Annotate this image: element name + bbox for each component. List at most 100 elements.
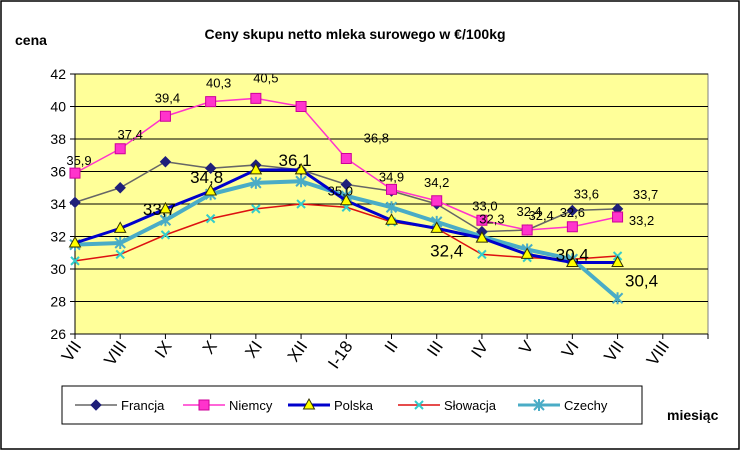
marker-triangle [430, 221, 444, 233]
data-label: 30,4 [625, 271, 658, 290]
legend-item-francja: Francja [75, 398, 165, 413]
marker-square [69, 167, 81, 179]
data-label: 35,0 [328, 183, 353, 198]
marker-diamond [340, 178, 352, 191]
marker-triangle [294, 162, 308, 175]
marker-square [250, 92, 262, 104]
data-label: 32,3 [479, 212, 504, 227]
marker-square [386, 183, 397, 195]
data-label: 39,4 [155, 90, 180, 105]
marker-square [159, 110, 171, 122]
legend: Francja Niemcy Polska Słowacja Czechy [61, 385, 643, 425]
legend-label: Niemcy [229, 398, 273, 413]
y-axis-label: cena [15, 32, 47, 48]
marker-square [566, 221, 578, 233]
marker-square [340, 153, 352, 164]
y-tick-label: 42 [50, 66, 66, 82]
marker-star [533, 399, 545, 411]
series-niemcy [69, 92, 624, 236]
marker-triangle [475, 231, 489, 243]
data-label: 33,6 [574, 187, 599, 202]
marker-triangle [159, 201, 172, 214]
marker-x [115, 249, 125, 260]
marker-square [295, 101, 307, 112]
y-tick-label: 32 [50, 229, 66, 245]
legend-label: Francja [121, 398, 165, 413]
data-label: 30,4 [556, 246, 589, 265]
marker-x [251, 204, 261, 214]
marker-x [160, 230, 171, 240]
data-label: 33,0 [472, 198, 497, 213]
data-label: 32,4 [516, 204, 541, 219]
marker-diamond [90, 399, 102, 411]
marker-x [70, 256, 80, 266]
data-label: 36,1 [279, 151, 312, 170]
data-label: 34,9 [379, 169, 404, 184]
data-labels: 35,9 37,4 39,4 40,3 40,5 36,8 34,9 34,2 33,0 32,4… [66, 70, 658, 290]
marker-star [295, 175, 307, 188]
marker-square [476, 214, 488, 226]
marker-diamond [159, 156, 172, 168]
data-label: 40,3 [206, 76, 231, 91]
marker-square [521, 224, 533, 236]
marker-square [612, 211, 624, 223]
marker-square [114, 143, 126, 155]
data-label: 33,7 [143, 200, 176, 219]
legend-label: Polska [334, 398, 374, 413]
legend-item-polska: Polska [288, 397, 374, 413]
marker-triangle [611, 255, 624, 267]
marker-triangle [566, 255, 579, 267]
legend-item-czechy: Czechy [518, 398, 608, 413]
data-label: 37,4 [118, 127, 143, 142]
legend-item-niemcy: Niemcy [183, 398, 273, 413]
y-tick-label: 40 [50, 99, 66, 115]
y-tick-label: 38 [50, 131, 66, 147]
x-axis-label: miesiąc [667, 407, 719, 423]
marker-triangle [520, 247, 534, 259]
marker-triangle [302, 397, 316, 410]
marker-diamond [69, 196, 81, 209]
data-label: 36,8 [364, 131, 389, 146]
data-label: 32,4 [430, 241, 463, 260]
marker-diamond [114, 182, 126, 194]
marker-star [385, 201, 398, 214]
y-tick-label: 26 [50, 326, 66, 342]
marker-star [114, 237, 126, 249]
y-tick-label: 34 [50, 196, 66, 212]
data-label: 34,8 [190, 168, 223, 187]
data-label: 35,9 [66, 153, 91, 168]
data-label: 32,4 [528, 208, 553, 223]
y-tick-label: 28 [50, 294, 66, 310]
series-polska [68, 162, 624, 267]
marker-triangle [249, 162, 263, 175]
y-tick-label: 36 [50, 164, 66, 180]
data-label: 33,7 [633, 187, 658, 202]
marker-x [414, 400, 424, 410]
marker-square [205, 96, 217, 108]
chart-title: Ceny skupu netto mleka surowego w €/100k… [204, 26, 505, 42]
marker-diamond [204, 162, 217, 174]
marker-diamond [566, 204, 579, 217]
series-layer [68, 92, 624, 305]
marker-star [250, 176, 262, 189]
marker-x [205, 213, 216, 224]
marker-x [477, 249, 487, 260]
y-tick-label: 30 [50, 261, 66, 277]
legend-item-słowacja: Słowacja [398, 398, 497, 413]
data-label: 33,2 [629, 213, 654, 228]
marker-triangle [339, 193, 353, 206]
marker-triangle [385, 213, 398, 225]
marker-square [198, 399, 210, 411]
data-label: 34,2 [424, 175, 449, 190]
marker-star [611, 292, 624, 305]
marker-square [431, 195, 443, 207]
marker-x [296, 199, 306, 209]
marker-triangle [113, 221, 127, 233]
data-label: 32,6 [560, 205, 585, 220]
marker-triangle [68, 235, 82, 248]
marker-star [159, 214, 172, 227]
legend-label: Czechy [564, 398, 608, 413]
data-label: 40,5 [253, 70, 278, 85]
